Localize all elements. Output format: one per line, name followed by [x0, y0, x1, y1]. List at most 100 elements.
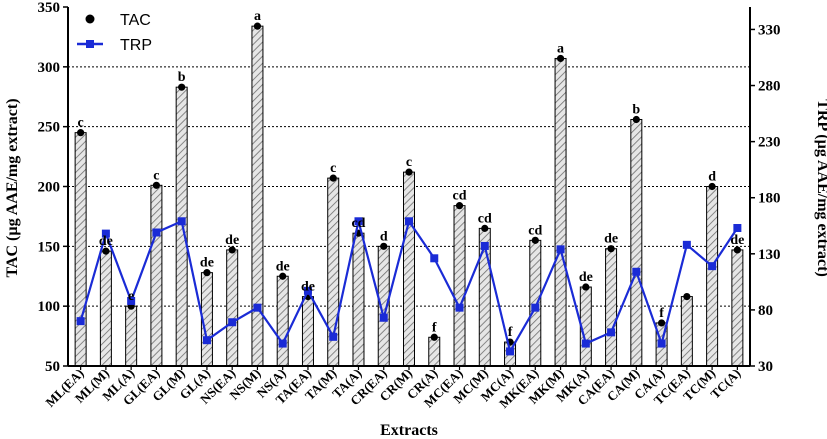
tac-point: [455, 202, 464, 210]
bar-letter-label: cd: [478, 211, 492, 226]
trp-point: [581, 339, 590, 348]
trp-point: [632, 267, 641, 276]
tac-bar: [680, 296, 693, 367]
tac-bar: [150, 184, 163, 367]
y2-tick-label: 80: [758, 303, 773, 319]
legend-trp-label: TRP: [120, 37, 152, 54]
bar-letter-label: c: [153, 168, 159, 183]
bar-letter-label: a: [557, 41, 564, 56]
x-axis-title: Extracts: [380, 422, 438, 439]
trp-point: [607, 328, 616, 337]
tac-point: [203, 269, 211, 277]
trp-point: [430, 254, 439, 263]
trp-line-series: [76, 217, 742, 356]
trp-point: [202, 336, 211, 345]
bar-letter-label: b: [632, 102, 640, 117]
trp-point: [253, 303, 262, 312]
tac-point: [102, 247, 110, 255]
bar-letter-label: b: [178, 70, 186, 85]
trp-point: [682, 240, 691, 249]
y2-axis-title: TRP (µg AAE/mg extract): [814, 99, 827, 277]
tac-point: [279, 272, 287, 280]
y-tick-label: 350: [38, 0, 61, 16]
tac-bar: [630, 118, 643, 367]
bar-letter-label: cd: [528, 223, 542, 238]
trp-point: [531, 303, 540, 312]
tac-bar: [529, 239, 542, 367]
y2-tick-label: 30: [758, 359, 773, 375]
trp-point: [278, 339, 287, 348]
tac-bar: [276, 275, 289, 367]
tac-bar: [453, 205, 466, 367]
y2-tick-label: 280: [758, 79, 781, 95]
trp-point: [657, 339, 666, 348]
tac-point: [733, 246, 741, 254]
trp-point: [303, 286, 312, 295]
bar-letter-label: cd: [453, 189, 467, 204]
bar-letter-label: a: [254, 9, 261, 24]
tac-point: [228, 246, 236, 254]
bar-letter-label: c: [78, 116, 84, 131]
tac-point: [253, 22, 262, 30]
tac-bar: [731, 249, 744, 367]
y2-tick-label: 130: [758, 247, 781, 263]
trp-point: [556, 245, 565, 254]
tac-bar: [403, 171, 415, 367]
bar-letter-label: de: [301, 280, 315, 295]
bar-letter-label: de: [99, 234, 113, 249]
tac-point: [178, 83, 186, 91]
tac-point: [481, 224, 489, 232]
y-tick-label: 250: [38, 120, 61, 136]
bar-letter-label: c: [330, 161, 336, 176]
bar-letter-label: f: [432, 320, 437, 335]
tac-point: [152, 181, 161, 189]
y-axis-title: TAC (µg AAE/mg extract): [4, 98, 21, 277]
trp-point: [177, 217, 186, 226]
y-tick-label: 50: [45, 359, 60, 375]
tac-point: [77, 129, 85, 137]
bar-letter-label: cd: [351, 216, 365, 231]
bar-letter-label: f: [659, 306, 664, 321]
tac-bar: [175, 86, 188, 367]
y2-tick-label: 330: [758, 22, 781, 38]
trp-point: [329, 332, 338, 341]
bar-letter-label: d: [708, 170, 716, 185]
tac-bar: [99, 250, 112, 367]
trp-point: [152, 228, 161, 237]
bar-letter-label: de: [200, 256, 214, 271]
tac-bar: [74, 132, 87, 367]
bar-letter-label: d: [380, 229, 388, 244]
bar-letter-label: c: [406, 155, 412, 170]
trp-point: [127, 296, 136, 305]
trp-point: [228, 318, 237, 327]
y-tick-label: 150: [38, 239, 61, 255]
tac-bar: [554, 57, 567, 367]
tac-point: [556, 54, 565, 63]
trp-point: [405, 217, 413, 226]
tac-bar: [428, 336, 441, 367]
trp-point: [455, 303, 464, 312]
tac-bar: [605, 248, 618, 367]
tac-point: [329, 174, 337, 182]
tac-bars: [74, 22, 744, 367]
legend: TAC TRP: [77, 12, 152, 54]
tac-point: [632, 115, 640, 124]
y-tick-label: 200: [38, 180, 61, 196]
trp-point: [708, 262, 717, 271]
bar-letter-label: de: [730, 233, 744, 248]
trp-point: [101, 229, 110, 238]
tac-bar: [706, 186, 719, 367]
tac-point: [683, 292, 691, 301]
tac-point: [582, 283, 590, 291]
bar-letter-label: de: [579, 270, 593, 285]
tac-point: [405, 168, 413, 176]
legend-tac-label: TAC: [120, 12, 151, 29]
y-tick-label: 100: [38, 299, 61, 315]
trp-point: [480, 241, 489, 250]
bar-letter-label: de: [225, 233, 239, 248]
trp-point: [379, 313, 388, 322]
trp-point: [506, 347, 515, 356]
y2-tick-label: 230: [758, 135, 781, 151]
tac-point: [380, 242, 388, 250]
